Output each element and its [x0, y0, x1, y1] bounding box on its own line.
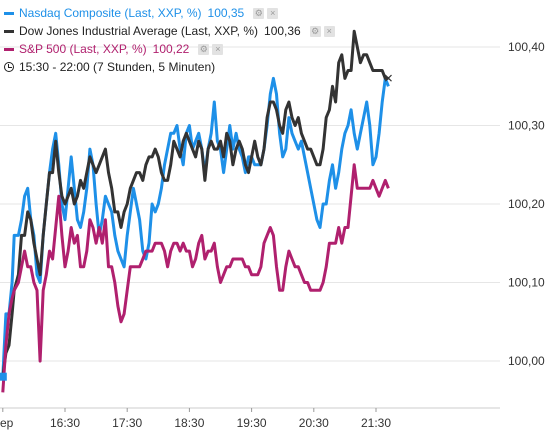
time-range-row: 15:30 - 22:00 (7 Stunden, 5 Minuten): [4, 58, 335, 76]
x-tick-label: 18:30: [174, 416, 204, 430]
gear-icon[interactable]: ⚙: [309, 25, 321, 37]
series-line-2: [1, 163, 390, 393]
close-icon[interactable]: ×: [212, 43, 224, 55]
legend-swatch-dow: [4, 29, 14, 33]
end-marker: ✕: [383, 71, 393, 85]
y-axis: 100,00 100,10 100,20 100,30 100,40: [508, 40, 545, 368]
legend-swatch-nasdaq: [4, 11, 14, 15]
legend-item-nasdaq[interactable]: Nasdaq Composite (Last, XXP, %) 100,35 ⚙…: [4, 4, 335, 22]
legend-value-sp500: 100,22: [152, 42, 190, 56]
series-layer: ✕: [0, 29, 393, 393]
legend-value-nasdaq: 100,35: [207, 6, 245, 20]
close-icon[interactable]: ×: [267, 7, 279, 19]
x-tick-label: 16:30: [50, 416, 80, 430]
time-range: 15:30 - 22:00 (7 Stunden, 5 Minuten): [19, 60, 216, 74]
start-marker: [0, 372, 7, 381]
legend-value-dow: 100,36: [264, 24, 301, 38]
y-tick-label: 100,20: [508, 197, 545, 211]
legend-swatch-sp500: [4, 47, 14, 51]
y-tick-label: 100,00: [508, 354, 545, 368]
x-tick-label: ep: [0, 416, 14, 430]
clock-icon: [4, 62, 14, 72]
legend-item-sp500[interactable]: S&P 500 (Last, XXP, %) 100,22 ⚙ ×: [4, 40, 335, 58]
y-tick-label: 100,10: [508, 276, 545, 290]
close-icon[interactable]: ×: [323, 25, 335, 37]
x-tick-label: 20:30: [299, 416, 329, 430]
y-tick-label: 100,30: [508, 119, 545, 133]
legend-label-nasdaq: Nasdaq Composite (Last, XXP, %): [19, 6, 202, 20]
series-line-1: [1, 29, 389, 377]
y-tick-label: 100,40: [508, 40, 545, 54]
gear-icon[interactable]: ⚙: [198, 43, 210, 55]
legend: Nasdaq Composite (Last, XXP, %) 100,35 ⚙…: [4, 4, 335, 76]
legend-label-sp500: S&P 500 (Last, XXP, %): [19, 42, 147, 56]
x-tick-label: 17:30: [112, 416, 142, 430]
x-axis: ep 16:30 17:30 18:30 19:30 20:30 21:30: [0, 407, 500, 430]
gear-icon[interactable]: ⚙: [253, 7, 265, 19]
legend-item-dow[interactable]: Dow Jones Industrial Average (Last, XXP,…: [4, 22, 335, 40]
legend-label-dow: Dow Jones Industrial Average (Last, XXP,…: [19, 24, 259, 38]
x-tick-label: 21:30: [361, 416, 391, 430]
x-tick-label: 19:30: [237, 416, 267, 430]
